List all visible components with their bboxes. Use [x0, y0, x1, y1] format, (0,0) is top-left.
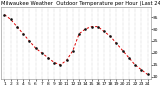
Point — [72, 50, 74, 51]
Point — [9, 19, 12, 20]
Point — [134, 64, 136, 66]
Point — [53, 62, 56, 63]
Point — [65, 59, 68, 61]
Point — [16, 26, 18, 27]
Point — [40, 52, 43, 54]
Point — [140, 69, 143, 70]
Point — [34, 47, 37, 49]
Point — [121, 50, 124, 51]
Point — [90, 26, 93, 27]
Point — [28, 40, 31, 42]
Point — [84, 28, 87, 30]
Point — [146, 74, 149, 75]
Point — [59, 64, 62, 66]
Text: Milwaukee Weather  Outdoor Temperature per Hour (Last 24 Hours): Milwaukee Weather Outdoor Temperature pe… — [1, 1, 160, 6]
Point — [115, 43, 118, 44]
Point — [103, 31, 105, 32]
Point — [96, 26, 99, 27]
Point — [78, 33, 80, 34]
Point — [3, 14, 6, 15]
Point — [22, 33, 24, 34]
Point — [109, 35, 112, 37]
Point — [47, 57, 49, 58]
Point — [128, 57, 130, 58]
